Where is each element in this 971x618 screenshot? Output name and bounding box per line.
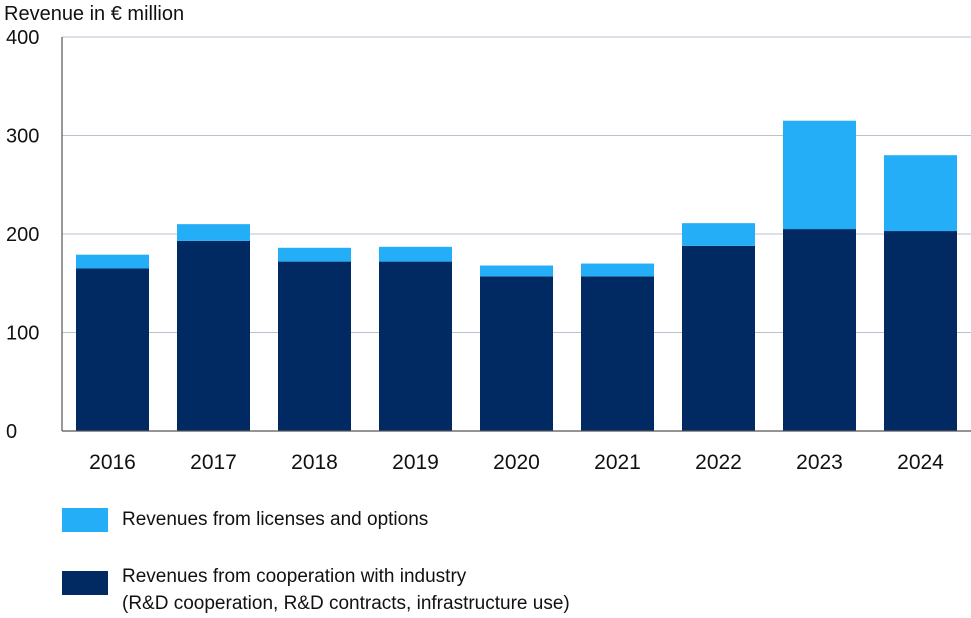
bar-industry [581, 276, 654, 431]
bar-industry [884, 231, 957, 431]
x-tick-label: 2016 [89, 451, 136, 474]
x-tick-label: 2021 [594, 451, 641, 474]
legend-label-line: Revenues from cooperation with industry [122, 566, 467, 587]
bar-industry [278, 261, 351, 431]
x-tick-label: 2019 [392, 451, 439, 474]
bar-licenses [177, 224, 250, 241]
x-tick-label: 2017 [190, 451, 237, 474]
legend-label-line: Revenues from licenses and options [122, 509, 429, 530]
stacked-bar-chart: 0 100 200 300 400 2016 2017 2018 2019 2020 2021 202… [6, 27, 971, 474]
y-axis-title: Revenue in € million [4, 3, 185, 25]
x-tick-label: 2024 [897, 451, 944, 474]
bar-licenses [76, 254, 149, 269]
bar-group [76, 120, 957, 431]
bar-licenses [783, 120, 856, 230]
axes [61, 37, 971, 432]
legend-label-line: (R&D cooperation, R&D contracts, infrast… [122, 593, 570, 614]
x-tick-label: 2022 [695, 451, 742, 474]
legend-swatch-industry [62, 571, 108, 595]
bar-industry [177, 240, 250, 431]
y-tick-label: 200 [6, 224, 39, 246]
tick-labels: 0 100 200 300 400 2016 2017 2018 2019 2020 2021 202… [6, 27, 944, 474]
bar-industry [480, 276, 553, 431]
y-tick-label: 100 [6, 323, 39, 345]
bar-industry [783, 229, 856, 431]
y-tick-label: 400 [6, 27, 39, 49]
y-tick-label: 300 [6, 126, 39, 148]
bar-licenses [379, 246, 452, 262]
x-tick-label: 2018 [291, 451, 338, 474]
legend-label-industry: Revenues from cooperation with industry … [122, 563, 570, 617]
y-tick-label: 0 [6, 421, 17, 443]
bar-licenses [884, 155, 957, 232]
x-tick-label: 2020 [493, 451, 540, 474]
legend-swatch-licenses [62, 508, 108, 532]
bar-licenses [581, 263, 654, 277]
bar-licenses [682, 223, 755, 246]
bar-licenses [480, 265, 553, 277]
bar-industry [76, 268, 149, 431]
bar-industry [682, 245, 755, 431]
x-tick-label: 2023 [796, 451, 843, 474]
bar-licenses [278, 247, 351, 262]
legend-label-licenses: Revenues from licenses and options [122, 506, 428, 533]
bar-industry [379, 261, 452, 431]
